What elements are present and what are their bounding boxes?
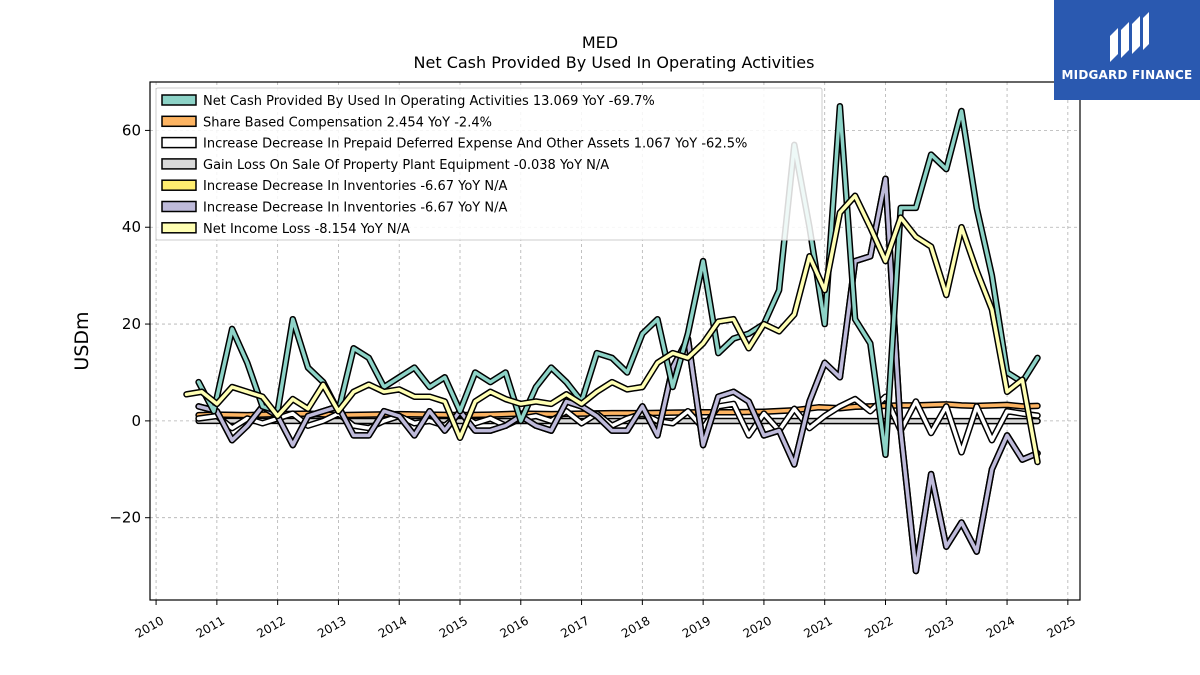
legend: Net Cash Provided By Used In Operating A… xyxy=(155,87,823,241)
x-tick-label: 2010 xyxy=(133,613,166,640)
x-tick-label: 2015 xyxy=(437,613,470,640)
series-line-2 xyxy=(195,393,1041,456)
x-tick-label: 2025 xyxy=(1045,613,1078,640)
chart-title: MED xyxy=(582,33,618,52)
series-line-0 xyxy=(195,102,1041,459)
legend-swatch xyxy=(161,200,197,213)
legend-swatch xyxy=(161,136,197,149)
x-tick-label: 2011 xyxy=(194,613,227,640)
legend-entry: Gain Loss On Sale Of Property Plant Equi… xyxy=(203,158,609,173)
x-tick-label: 2020 xyxy=(741,613,774,640)
y-tick-label: 20 xyxy=(122,315,141,333)
x-axis-ticks: 2010 2011 2012 2013 2014 2015 2016 2017 2018 2019… xyxy=(133,600,1078,641)
y-tick-label: 0 xyxy=(131,412,141,430)
x-tick-label: 2014 xyxy=(376,613,409,640)
plot-area-frame xyxy=(149,81,1081,601)
midgard-monogram-icon xyxy=(1110,12,1149,62)
y-tick-label: 60 xyxy=(122,121,141,139)
x-tick-label: 2016 xyxy=(497,613,530,640)
y-axis-ticks: −20 0 20 40 60 xyxy=(109,121,150,527)
legend-swatch xyxy=(161,179,197,191)
x-tick-label: 2022 xyxy=(862,613,895,640)
x-tick-label: 2019 xyxy=(680,613,713,640)
x-tick-label: 2023 xyxy=(923,613,956,640)
series-path xyxy=(196,104,1040,457)
y-tick-label: −20 xyxy=(109,509,141,527)
y-tick-label: 40 xyxy=(122,218,141,236)
legend-box xyxy=(155,87,823,241)
series-lines xyxy=(183,102,1041,575)
chart-subtitle: Net Cash Provided By Used In Operating A… xyxy=(414,53,815,72)
x-tick-label: 2012 xyxy=(254,613,287,640)
x-tick-label: 2024 xyxy=(984,613,1017,640)
legend-swatch xyxy=(161,94,197,106)
legend-entry: Share Based Compensation 2.454 YoY -2.4% xyxy=(203,115,492,130)
x-tick-label: 2018 xyxy=(619,613,652,640)
x-tick-label: 2017 xyxy=(558,613,591,640)
legend-entry: Increase Decrease In Inventories -6.67 Y… xyxy=(203,201,507,216)
series-path xyxy=(184,194,1040,464)
x-tick-label: 2013 xyxy=(315,613,348,640)
legend-swatch xyxy=(161,158,197,170)
legend-entry: Increase Decrease In Inventories -6.67 Y… xyxy=(203,179,507,194)
legend-entry: Increase Decrease In Prepaid Deferred Ex… xyxy=(203,137,747,152)
brand-logo-text: MIDGARD FINANCE xyxy=(1061,68,1193,82)
brand-logo: MIDGARD FINANCE xyxy=(1054,0,1200,100)
legend-entry: Net Income Loss -8.154 YoY N/A xyxy=(203,222,410,237)
y-axis-label: USDm xyxy=(71,311,93,370)
legend-entry: Net Cash Provided By Used In Operating A… xyxy=(203,94,655,109)
x-tick-label: 2021 xyxy=(801,613,834,640)
legend-swatch xyxy=(161,115,197,128)
legend-swatch xyxy=(161,222,197,234)
series-line-6 xyxy=(183,192,1041,466)
